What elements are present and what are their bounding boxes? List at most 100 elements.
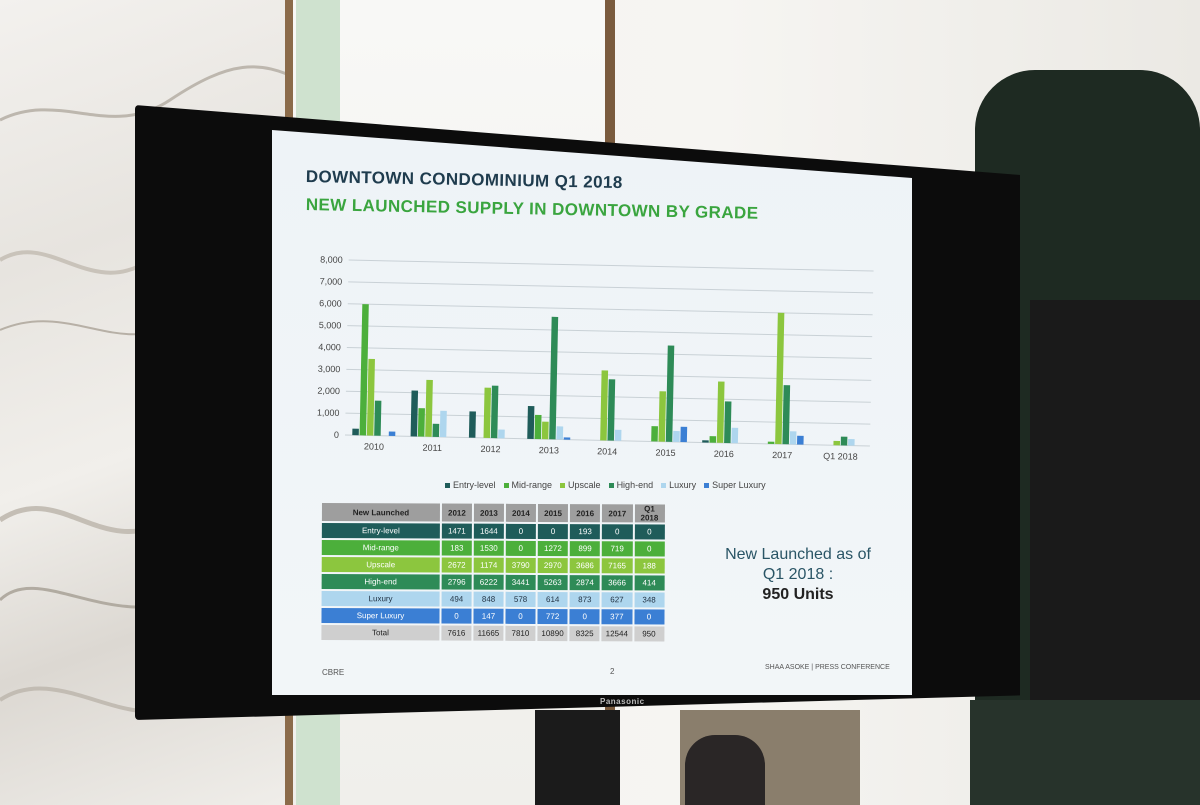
table-cell: 627 (601, 592, 633, 608)
table-cell: 578 (505, 591, 536, 607)
y-tick-label: 2,000 (317, 386, 340, 396)
gridline (348, 281, 874, 294)
table-cell: 183 (441, 540, 472, 556)
bar-high-end-2013 (549, 316, 559, 440)
y-tick-label: 4,000 (318, 342, 341, 352)
table-cell: 414 (634, 575, 665, 591)
table-total-row: Total 7616 11665 7810 10890 8325 12544 950 (321, 625, 664, 642)
bar-super-luxury-2013 (563, 437, 571, 440)
table-cell: 147 (473, 608, 504, 624)
bar-high-end-2014 (607, 379, 616, 441)
table-cell: 7165 (601, 558, 633, 574)
table-cell: 0 (537, 523, 569, 540)
table-cell: 0 (633, 609, 665, 625)
footer-event: SHAA ASOKE | PRESS CONFERENCE (765, 664, 890, 671)
bar-luxury-2012 (498, 429, 505, 439)
table-total-cell: 950 (633, 626, 664, 642)
bar-entry-level-2011 (410, 390, 419, 437)
table-row-label: Upscale (321, 557, 440, 573)
table-header-row: New Launched 2012 2013 2014 2015 2016 20… (321, 503, 665, 523)
table-cell: 3790 (505, 557, 536, 573)
summary-line: Q1 2018 : (762, 566, 834, 583)
table-total-cell: 8325 (569, 626, 600, 642)
table-cell: 899 (570, 541, 601, 557)
table-cell: 772 (537, 608, 568, 625)
table-cell: 0 (441, 608, 472, 624)
x-tick-label: Q1 2018 (823, 451, 858, 462)
table-row-label: Entry-level (321, 523, 440, 539)
table-cell: 614 (537, 591, 568, 608)
table-cell: 1174 (473, 557, 504, 573)
footer-page-number: 2 (610, 667, 615, 676)
table-cell: 848 (473, 591, 504, 607)
table-cell: 1272 (537, 540, 569, 557)
bar-high-end-2010 (374, 400, 382, 436)
bar-mid-range-2010 (359, 304, 369, 436)
chart-legend: Entry-level Mid-range Upscale High-end L… (445, 480, 766, 490)
table-row-label: Super Luxury (321, 608, 440, 624)
table-cell: 494 (441, 591, 472, 607)
table-header-cell: 2012 (441, 503, 472, 522)
table-cell: 6222 (473, 574, 504, 590)
bar-entry-level-2010 (352, 428, 359, 436)
bar-entry-level-2013 (527, 406, 535, 439)
table-cell: 0 (634, 541, 665, 557)
bar-high-end-2017 (782, 385, 791, 445)
bar-entry-level-2016 (702, 440, 709, 443)
bar-chart: 0 1,000 2,000 3,000 4,000 5,000 6,000 7,000 8,00… (317, 254, 874, 462)
table-header-cell: 2017 (602, 504, 633, 523)
table-cell: 0 (505, 523, 536, 539)
table-row-label: Luxury (321, 591, 440, 607)
bar-upscale-2013 (541, 421, 549, 440)
table-row: Entry-level 1471 1644 0 0 193 0 0 (321, 523, 665, 540)
table-row-label: Mid-range (321, 540, 440, 556)
legend-super-luxury: Super Luxury (704, 480, 766, 490)
table-row: Mid-range 183 1530 0 1272 899 719 0 (321, 540, 665, 557)
table-total-cell: 12544 (601, 626, 632, 642)
summary-units: 950 Units (762, 586, 834, 603)
x-tick-label: 2013 (539, 445, 559, 455)
table-row: Super Luxury 0 147 0 772 0 377 0 (321, 608, 665, 625)
bar-mid-range-2015 (651, 426, 658, 442)
table-cell: 5263 (537, 574, 568, 591)
table-total-cell: 7810 (505, 625, 536, 641)
bar-upscale-2014 (600, 370, 609, 441)
tv-stand (535, 710, 620, 805)
table-total-cell: 10890 (537, 625, 568, 642)
table-cell: 193 (570, 524, 601, 540)
table-cell: 348 (634, 592, 665, 608)
legend-upscale: Upscale (560, 480, 601, 490)
bar-high-end-2016 (724, 401, 732, 444)
gridline (347, 325, 873, 338)
bar-super-luxury-2010 (388, 431, 396, 437)
table-cell: 0 (602, 524, 633, 540)
table-cell: 0 (569, 609, 600, 625)
bar-luxury-2013 (556, 426, 564, 440)
bar-high-end-2012 (490, 385, 499, 439)
table-cell: 0 (505, 608, 536, 624)
table-cell: 0 (634, 524, 665, 540)
supply-table: New Launched 2012 2013 2014 2015 2016 20… (319, 501, 666, 644)
bar-upscale-2015 (658, 391, 667, 442)
table-cell: 1644 (473, 523, 504, 539)
table-cell: 3666 (601, 575, 633, 591)
tv-brand-label: Panasonic (600, 697, 645, 706)
table-cell: 1530 (473, 540, 504, 556)
gridline (348, 259, 874, 272)
x-tick-label: 2016 (714, 449, 734, 459)
table-cell: 719 (602, 541, 633, 557)
bar-luxury-2015 (673, 430, 680, 443)
bar-luxury-2016 (731, 427, 739, 444)
table-row: Upscale 2672 1174 3790 2970 3686 7165 188 (321, 557, 665, 574)
table-header-cell: Q1 2018 (634, 504, 665, 523)
bar-luxury-2014 (614, 429, 622, 441)
summary-callout: New Launched as of Q1 2018 : 950 Units (718, 545, 878, 605)
table-cell: 2874 (569, 575, 600, 591)
bar-upscale-2011 (425, 379, 433, 437)
gridline (347, 303, 873, 316)
summary-line: New Launched as of (725, 546, 871, 563)
footer-brand: CBRE (322, 668, 345, 677)
legend-high-end: High-end (608, 480, 653, 490)
gridline (345, 390, 871, 403)
table-cell: 3686 (569, 558, 601, 574)
